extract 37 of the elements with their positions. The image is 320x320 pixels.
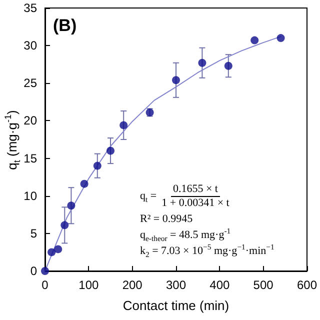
text: (B): [53, 16, 77, 35]
y-tick-label: 30: [24, 38, 38, 53]
y-tick-label: 0: [30, 264, 38, 278]
x-tick-label: 0: [42, 278, 49, 292]
point: [250, 36, 259, 44]
annotation: q$_{t}$ =: [140, 190, 157, 204]
point: [172, 76, 180, 84]
y-tick-label: 10: [24, 188, 38, 203]
annotation: q$_{e-theor}$ = 48.5 mg·g$^{-1}$: [140, 226, 232, 244]
y-tick-label: 15: [24, 151, 38, 166]
point: [224, 62, 232, 70]
point: [67, 202, 76, 210]
x-tick-label: 500: [253, 278, 274, 292]
x-tick-label: 400: [210, 278, 230, 292]
annotation: k$_{2}$ = 7.03 × 10$^{−5}$ mg·g$^{−1}$·min$^{−1}$: [140, 242, 274, 260]
x-tick-label: 200: [122, 278, 143, 292]
y-tick-label: 25: [24, 76, 38, 90]
point: [54, 245, 62, 254]
point: [41, 267, 49, 275]
x-tick-label: 600: [296, 278, 318, 292]
point: [120, 121, 128, 130]
x-tick-label: 300: [166, 278, 186, 292]
y-tick-label: 35: [24, 1, 38, 15]
annotation: 0.1655 × t: [170, 183, 220, 197]
point: [106, 146, 114, 155]
point: [276, 34, 285, 42]
point: [60, 221, 69, 230]
point: [48, 248, 56, 256]
point: [93, 162, 102, 170]
x-axis-title: Contact time (min): [122, 298, 230, 313]
x-tick-label: 100: [78, 278, 99, 292]
point: [198, 58, 206, 67]
point: [80, 180, 88, 188]
y-tick-label: 20: [24, 114, 38, 128]
annotation: 1 + 0.00341 × t: [160, 197, 230, 210]
y-tick-label: 5: [30, 226, 38, 240]
annotation: R² = 0.9945: [140, 213, 194, 226]
